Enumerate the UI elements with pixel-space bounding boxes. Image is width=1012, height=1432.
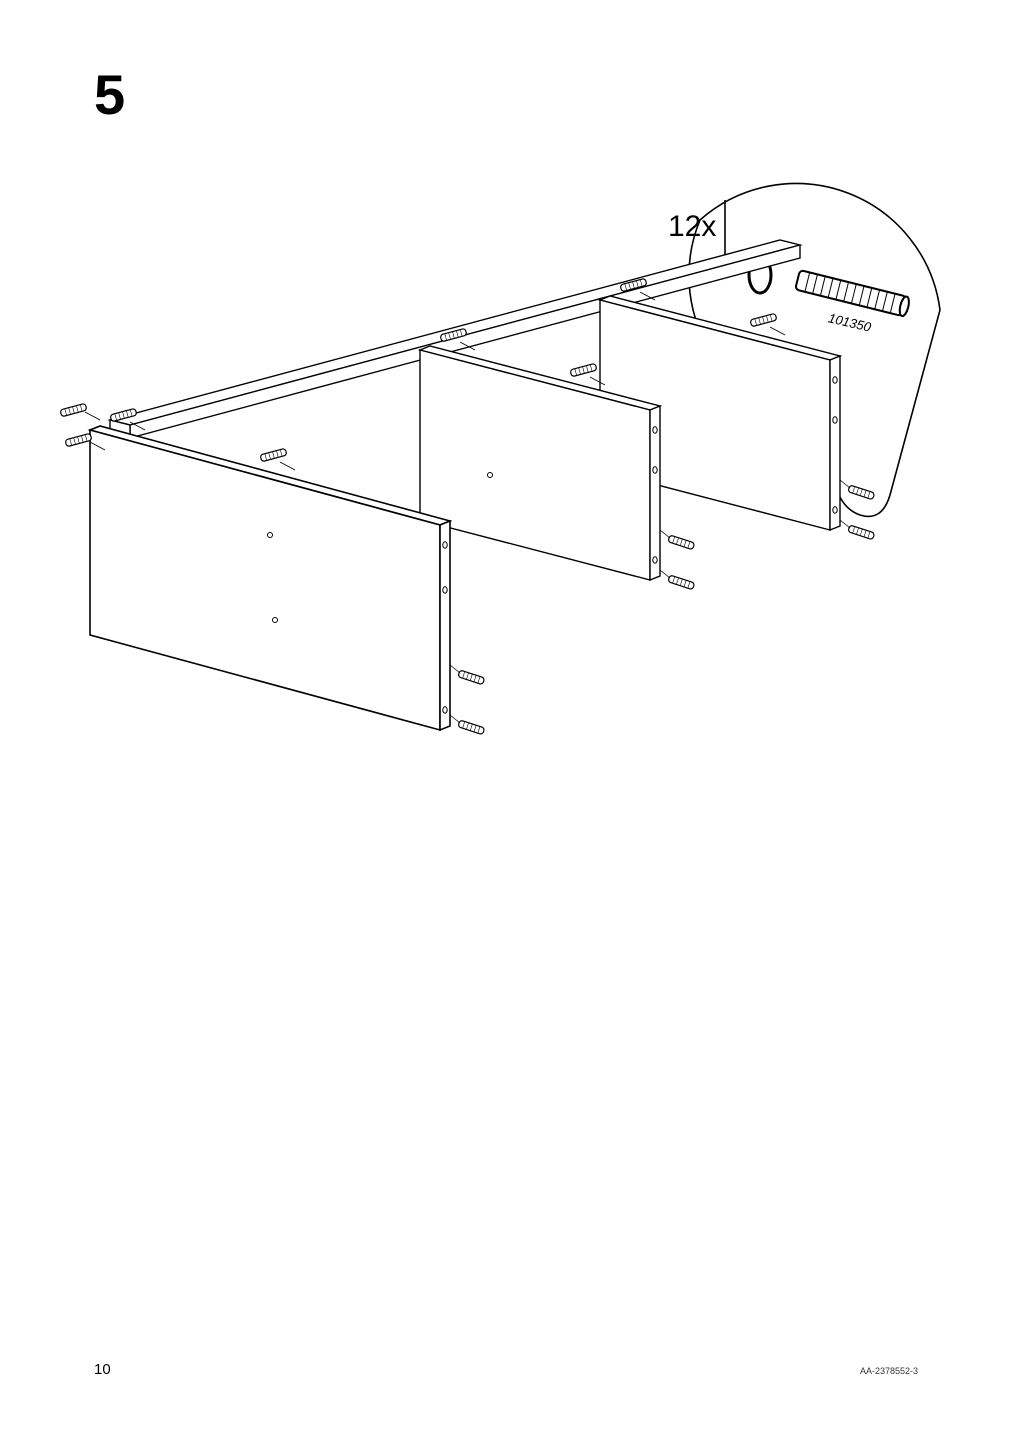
document-id: AA-2378552-3: [860, 1366, 918, 1376]
assembly-diagram: 12x 101350: [60, 180, 960, 820]
page-number: 10: [94, 1361, 111, 1378]
step-number: 5: [94, 62, 125, 127]
callout-quantity: 12x: [668, 210, 716, 244]
